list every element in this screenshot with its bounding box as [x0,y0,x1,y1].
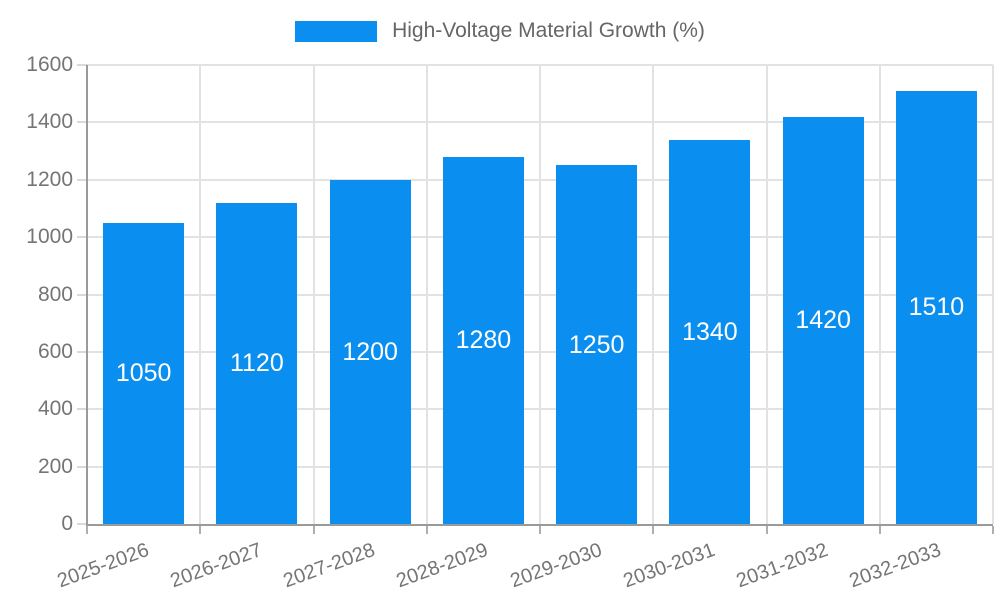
y-axis-line [86,65,88,526]
y-axis-tick-label: 800 [37,282,73,306]
x-tick [425,526,428,534]
bar-value-label: 1420 [795,306,851,335]
y-tick [77,408,87,411]
y-axis-tick-label: 1200 [26,167,73,191]
legend-label: High-Voltage Material Growth (%) [392,19,705,42]
bar-value-label: 1510 [908,293,965,322]
x-tick [539,526,541,534]
y-tick [77,350,87,353]
bar [329,179,411,524]
bar [442,156,524,524]
bar [782,116,864,524]
y-tick [77,465,87,468]
y-tick [77,236,87,239]
x-tick [992,526,994,534]
y-axis-tick-label: 1000 [26,225,73,249]
y-axis-tick-label: 1400 [26,110,73,134]
y-tick [77,523,87,525]
y-axis-tick-label: 0 [61,512,73,535]
x-tick [765,526,768,534]
bar-value-label: 1120 [229,349,284,378]
bar [556,165,638,524]
bar-value-label: 1250 [568,330,625,359]
x-gridline [765,65,768,524]
x-gridline [539,65,541,524]
x-gridline [878,65,881,524]
y-axis-tick-label: 600 [37,339,73,363]
y-axis-tick-label: 400 [37,397,73,421]
y-tick [77,121,87,124]
x-gridline [425,65,428,524]
x-gridline [992,65,994,524]
x-gridline [199,65,202,524]
x-tick [312,526,315,534]
bar [895,90,977,524]
y-tick [77,293,87,296]
x-gridline [652,65,655,524]
bar [103,222,185,524]
bar-value-label: 1280 [455,326,512,355]
bar-value-label: 1340 [682,317,738,346]
x-gridline [312,65,315,524]
bar [669,139,751,524]
y-axis-tick-label: 200 [37,454,73,478]
legend-swatch [295,20,378,42]
bar-value-label: 1050 [115,359,172,388]
x-tick [878,526,881,534]
y-tick [77,178,87,181]
x-tick [199,526,202,534]
y-axis-tick-label: 1600 [26,53,73,76]
bar-value-label: 1200 [342,337,398,366]
chart-legend: High-Voltage Material Growth (%) [0,19,1000,43]
y-tick [77,64,87,66]
x-tick [652,526,655,534]
bar [216,202,298,524]
x-axis-line [87,524,993,526]
x-tick [86,526,88,534]
